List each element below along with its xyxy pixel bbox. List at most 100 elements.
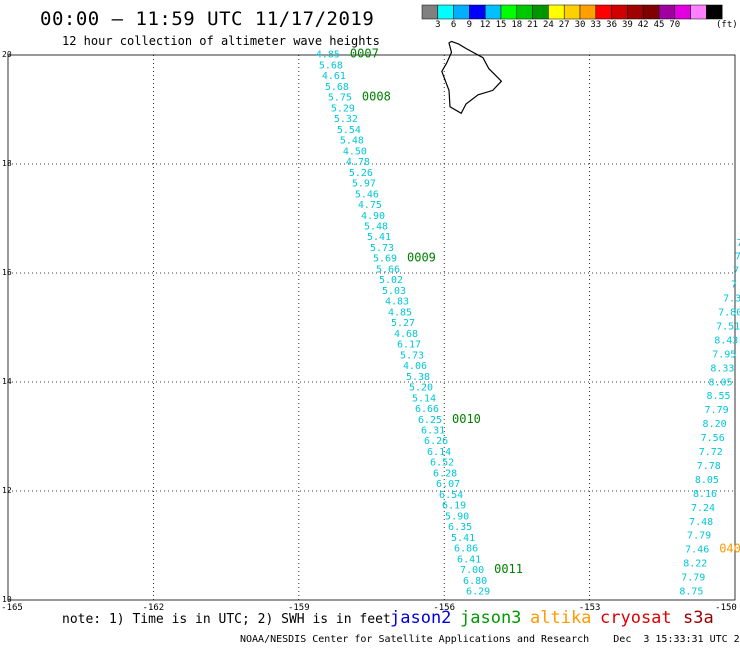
latitude-label: 10: [2, 595, 12, 604]
mission-legend-jason3: jason3: [460, 608, 522, 628]
swh-value-label: 7: [731, 280, 737, 291]
big-island-outline: [441, 40, 503, 115]
swh-value-label: 6.26: [424, 436, 448, 447]
latitude-label: 18: [2, 159, 12, 168]
longitude-label: -165: [1, 603, 23, 613]
colorbar-tick-label: 9: [466, 20, 473, 30]
swh-value-label: 5.32: [334, 114, 358, 125]
swh-value-label: 8.55: [706, 391, 730, 402]
pass-number-label: 0008: [362, 90, 391, 104]
pass-number-label: 0408: [719, 542, 740, 556]
colorbar-tick-label: 70: [669, 20, 681, 30]
swh-value-label: 6.17: [397, 340, 421, 351]
mission-legend-altika: altika: [530, 608, 592, 628]
swh-value-label: 5.14: [412, 393, 436, 404]
swh-value-label: 5.73: [370, 243, 394, 254]
swh-value-label: 5.27: [391, 318, 415, 329]
swh-value-label: 6.07: [436, 479, 460, 490]
swh-value-label: 7.3: [723, 294, 740, 305]
swh-value-label: 7.79: [705, 405, 729, 416]
swh-value-label: 7.24: [691, 503, 715, 514]
swh-value-label: 5.48: [364, 222, 388, 233]
swh-value-label: 6.86: [454, 544, 478, 555]
colorbar-swatch: [642, 4, 660, 20]
latitude-label: 12: [2, 486, 12, 495]
swh-value-label: 8.20: [703, 419, 727, 430]
colorbar-tick-label: 39: [621, 20, 633, 30]
colorbar-swatch: [500, 4, 518, 20]
swh-value-label: 7.78: [697, 461, 721, 472]
footer-credit: NOAA/NESDIS Center for Satellite Applica…: [240, 634, 740, 645]
swh-value-label: 5.90: [445, 511, 469, 522]
colorbar-swatch: [437, 4, 454, 20]
swh-value-label: 6.31: [421, 426, 445, 437]
swh-value-label: 4.06: [403, 361, 427, 372]
swh-value-label: 7.95: [712, 349, 736, 360]
longitude-label: -159: [287, 603, 310, 613]
swh-value-label: 5.38: [406, 372, 430, 383]
colorbar-swatch: [516, 4, 533, 20]
colorbar-swatch: [563, 4, 581, 20]
swh-value-label: 8.43: [714, 335, 738, 346]
colorbar-swatch: [532, 4, 549, 20]
colorbar-swatch: [453, 4, 470, 20]
latitude-label: 20: [2, 50, 12, 59]
swh-value-label: 7: [737, 238, 740, 249]
longitude-label: -150: [715, 603, 737, 613]
colorbar-swatch: [421, 4, 439, 20]
swh-value-label: 6.35: [448, 522, 472, 533]
swh-value-label: 4.68: [394, 329, 418, 340]
swh-value-label: 7: [733, 266, 739, 277]
colorbar-tick-label: 21: [527, 20, 539, 30]
swh-value-label: 4.61: [322, 71, 346, 82]
colorbar-swatch: [579, 4, 597, 20]
colorbar-tick-label: 6: [450, 20, 457, 30]
swh-value-label: 4.83: [385, 297, 409, 308]
mission-legend-s3a: s3a: [683, 608, 714, 628]
pass-number-label: 0010: [452, 412, 481, 426]
swh-value-label: 5.29: [331, 103, 355, 114]
pass-number-label: 0011: [494, 562, 523, 576]
colorbar-tick-label: 24: [542, 20, 554, 30]
colorbar-swatch: [706, 4, 723, 20]
longitude-label: -156: [433, 603, 456, 613]
swh-value-label: 5.48: [340, 136, 364, 147]
colorbar-swatch: [674, 4, 691, 20]
mission-legend-jason2: jason2: [390, 608, 452, 628]
colorbar-tick-label: 15: [495, 20, 507, 30]
swh-value-label: 5.66: [376, 265, 400, 276]
swh-value-label: 4.85: [316, 50, 340, 61]
swh-value-label: 6.54: [439, 490, 463, 501]
colorbar-tick-label: 36: [606, 20, 618, 30]
swh-value-label: 6.66: [415, 404, 439, 415]
colorbar-swatch: [595, 4, 612, 20]
swh-value-label: 5.68: [325, 82, 349, 93]
swh-value-label: 6.41: [457, 554, 481, 565]
swh-value-label: 5.20: [409, 383, 433, 394]
colorbar-tick-label: 12: [479, 20, 491, 30]
swh-value-label: 5.41: [367, 232, 391, 243]
colorbar-swatch: [690, 4, 707, 20]
colorbar-unit: (ft): [716, 20, 738, 30]
swh-value-label: 4.90: [361, 211, 385, 222]
swh-value-label: 5.03: [382, 286, 406, 297]
swh-value-label: 8.22: [683, 559, 707, 570]
swh-value-label: 8.75: [679, 587, 703, 598]
swh-value-label: 7.80: [718, 308, 740, 319]
swh-value-label: 4.78: [346, 157, 370, 168]
footer-note: note: 1) Time is in UTC; 2) SWH is in fe…: [62, 612, 391, 627]
colorbar-tick-label: 27: [558, 20, 570, 30]
swh-value-label: 4.85: [388, 307, 412, 318]
colorbar-tick-label: 18: [511, 20, 523, 30]
swh-value-label: 5.75: [328, 93, 352, 104]
swh-value-label: 6.25: [418, 415, 442, 426]
colorbar-tick-label: 42: [637, 20, 649, 30]
latitude-label: 16: [2, 268, 12, 277]
swh-value-label: 4.75: [358, 200, 382, 211]
swh-value-label: 7.48: [689, 517, 713, 528]
latitude-label: 14: [2, 377, 12, 386]
swh-value-label: 5.46: [355, 189, 379, 200]
swh-value-label: 5.02: [379, 275, 403, 286]
